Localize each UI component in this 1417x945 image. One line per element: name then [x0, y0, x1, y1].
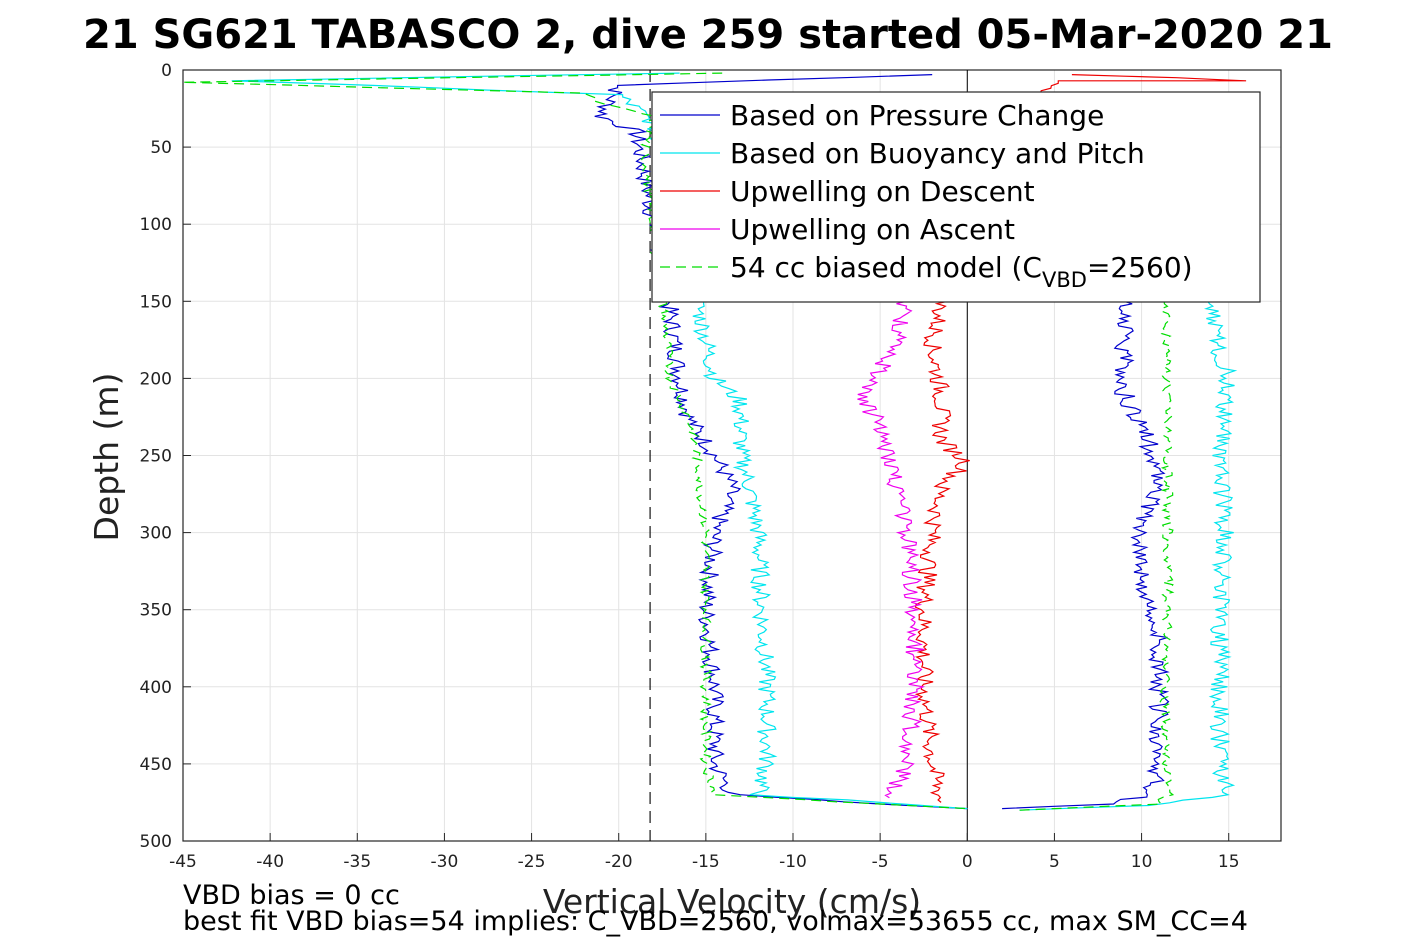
x-tick-label: -45 [169, 852, 197, 872]
series-4-ascent-line [1019, 301, 1175, 811]
y-tick-label: 100 [140, 215, 172, 235]
series-3-ascent-line [857, 300, 926, 799]
x-tick-label: 5 [1049, 852, 1060, 872]
y-tick-label: 300 [140, 524, 172, 544]
y-tick-label: 150 [140, 292, 172, 312]
series-0-ascent-line [1002, 300, 1170, 810]
x-tick-label: -30 [431, 852, 459, 872]
tick-labels: -45 -40 -35 -30 -25 -20 -15 -10 -5 0 5 10 1505010015… [140, 61, 1240, 872]
x-tick-label: -40 [256, 852, 284, 872]
x-tick-label: -10 [779, 852, 807, 872]
y-tick-label: 50 [150, 138, 172, 158]
vbd-bias-note: VBD bias = 0 cc [183, 880, 400, 911]
legend: Based on Pressure Change Based on Buoyanc… [651, 91, 1261, 303]
y-tick-label: 500 [140, 832, 172, 852]
legend-label-3: Upwelling on Ascent [730, 213, 1015, 246]
x-tick-label: -20 [605, 852, 633, 872]
x-axis-label: Vertical Velocity (cm/s) [543, 882, 921, 921]
y-tick-label: 350 [140, 601, 172, 621]
legend-box [651, 91, 1261, 303]
x-tick-label: -35 [343, 852, 371, 872]
x-tick-label: 10 [1131, 852, 1153, 872]
y-tick-label: 400 [140, 678, 172, 698]
chart-title: 21 SG621 TABASCO 2, dive 259 started 05-… [83, 12, 1333, 58]
legend-label-0: Based on Pressure Change [730, 99, 1104, 132]
x-tick-label: 0 [962, 852, 973, 872]
y-tick-label: 450 [140, 755, 172, 775]
series-1-ascent-line [1019, 300, 1238, 811]
x-tick-label: -15 [692, 852, 720, 872]
y-tick-label: 0 [161, 61, 172, 81]
y-tick-label: 200 [140, 369, 172, 389]
series-4-descent-line [182, 72, 968, 810]
x-tick-label: -25 [518, 852, 546, 872]
legend-label-2: Upwelling on Descent [730, 175, 1035, 208]
x-tick-label: -5 [872, 852, 889, 872]
x-tick-label: 15 [1218, 852, 1240, 872]
y-axis-label: Depth (m) [87, 373, 126, 542]
y-tick-label: 250 [140, 447, 172, 467]
best-fit-note: best fit VBD bias=54 implies: C_VBD=2560… [183, 906, 1248, 937]
legend-label-1: Based on Buoyancy and Pitch [730, 137, 1145, 170]
